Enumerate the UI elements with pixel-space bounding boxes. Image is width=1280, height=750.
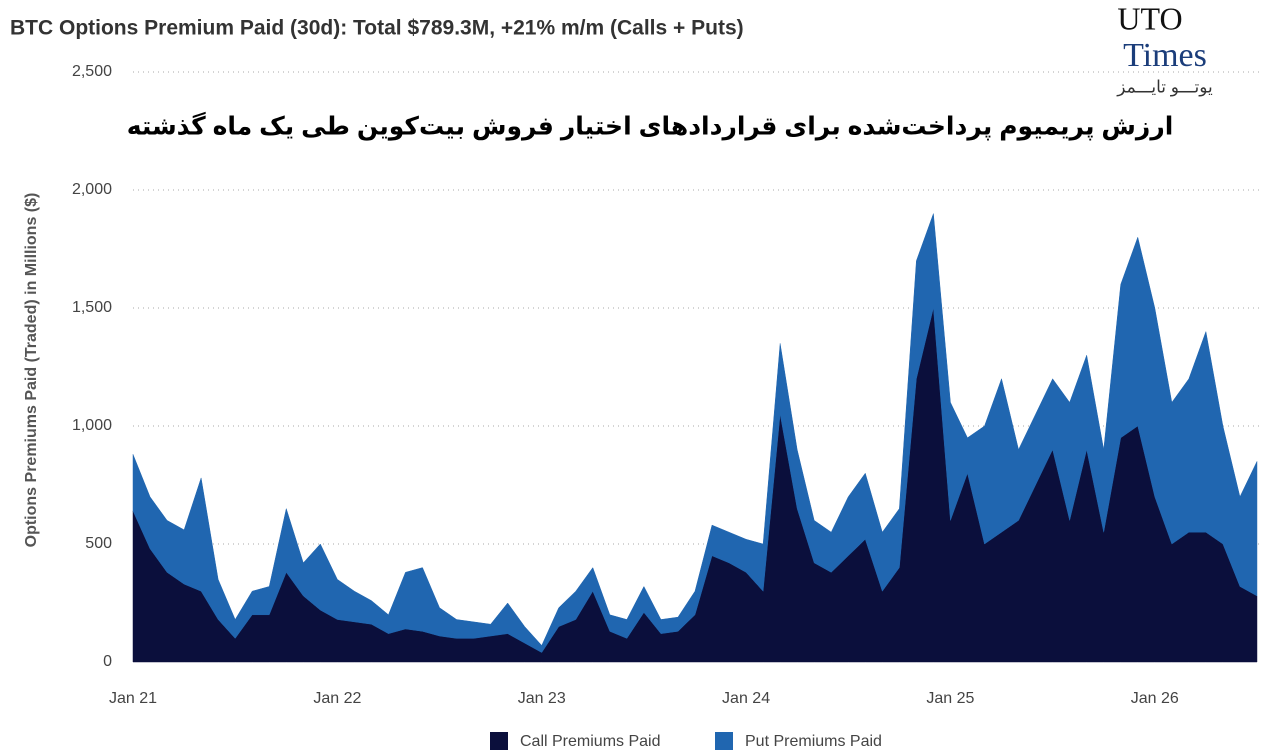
y-tick-label: 500 — [85, 535, 112, 552]
x-tick-label: Jan 23 — [518, 690, 566, 707]
watermark: UTO — [1117, 0, 1182, 36]
area — [132, 213, 1258, 653]
watermark: یوتـــو تایـــمز — [1116, 77, 1213, 96]
legend-swatch — [490, 732, 508, 750]
x-tick-label: Jan 26 — [1131, 690, 1179, 707]
x-tick-label: Jan 21 — [109, 690, 157, 707]
y-axis-label: Options Premiums Paid (Traded) in Millio… — [23, 193, 40, 548]
y-tick-label: 2,000 — [72, 181, 112, 198]
chart-subtitle: ارزش پریمیوم پرداخت‌شده برای قراردادهای … — [127, 112, 1174, 142]
y-tick-label: 1,000 — [72, 417, 112, 434]
x-tick-label: Jan 24 — [722, 690, 770, 707]
legend-label: Call Premiums Paid — [520, 733, 660, 750]
y-tick-label: 2,500 — [72, 63, 112, 80]
x-tick-label: Jan 25 — [926, 690, 974, 707]
y-tick-label: 0 — [103, 653, 112, 670]
x-tick-label: Jan 22 — [313, 690, 361, 707]
y-tick-label: 1,500 — [72, 299, 112, 316]
watermark: Times — [1123, 37, 1207, 74]
legend-swatch — [715, 732, 733, 750]
chart-title: BTC Options Premium Paid (30d): Total $7… — [10, 17, 744, 40]
legend-label: Put Premiums Paid — [745, 733, 882, 750]
